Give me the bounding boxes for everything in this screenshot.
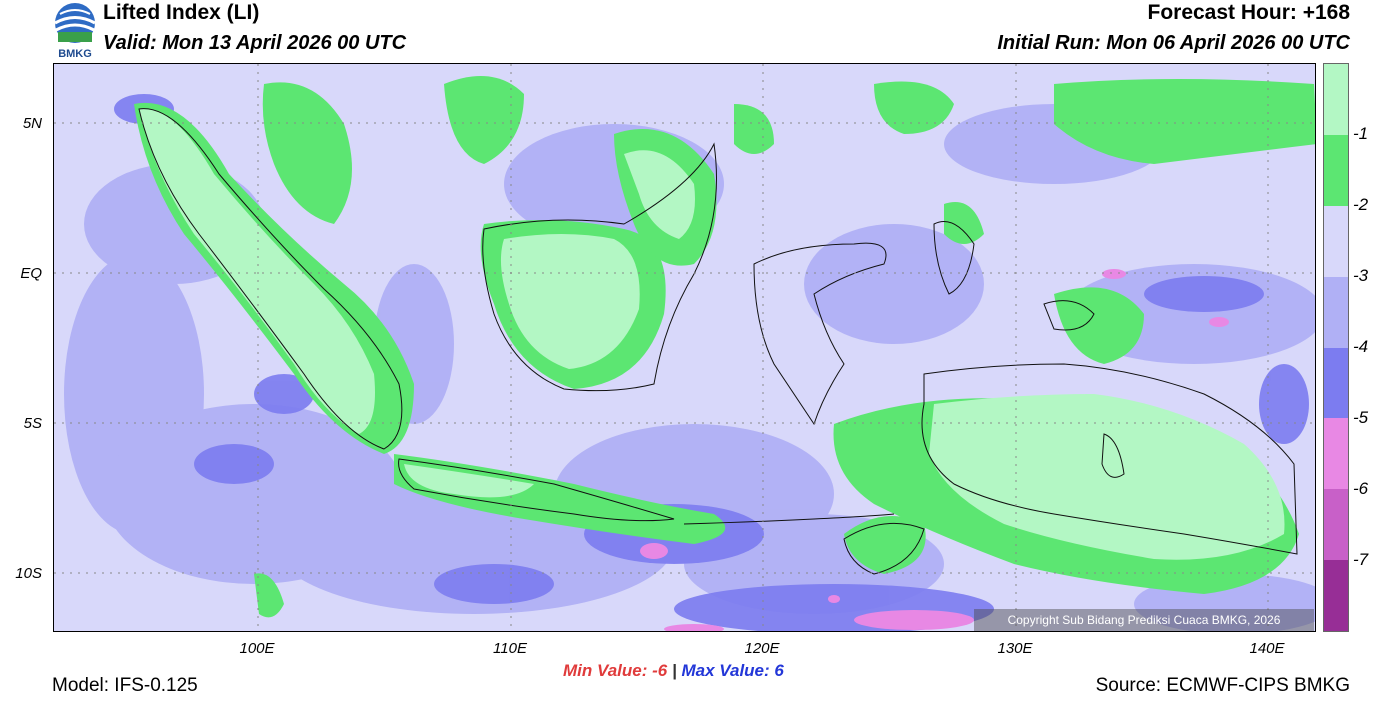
colorbar-label: -1	[1353, 124, 1369, 143]
lon-label-100e: 100E	[239, 640, 275, 657]
forecast-hour: Forecast Hour: +168	[1147, 1, 1351, 24]
lon-label-110e: 110E	[493, 640, 527, 657]
colorbar-swatch	[1324, 205, 1348, 277]
colorbar-label: -7	[1353, 550, 1369, 569]
model-name: Model: IFS-0.125	[52, 675, 198, 696]
colorbar-label: -6	[1353, 479, 1369, 498]
colorbar-label: -5	[1353, 408, 1369, 427]
logo-text: BMKG	[58, 48, 92, 60]
chart-title: Lifted Index (LI)	[103, 1, 260, 24]
colorbar-label: -2	[1353, 195, 1369, 214]
lat-label-5s: 5S	[23, 415, 42, 432]
colorbar	[1323, 63, 1349, 632]
lat-label-10s: 10S	[15, 565, 42, 582]
colorbar-swatch	[1324, 64, 1348, 135]
lifted-index-map	[53, 63, 1316, 632]
map-canvas	[54, 64, 1315, 631]
min-label: Min Value:	[563, 661, 648, 680]
colorbar-swatch	[1324, 276, 1348, 348]
min-max-values: Min Value: -6 | Max Value: 6	[563, 661, 784, 681]
min-value: -6	[652, 661, 668, 680]
max-value: 6	[774, 661, 784, 680]
colorbar-swatch	[1324, 560, 1348, 632]
colorbar-swatch	[1324, 489, 1348, 561]
source-name: Source: ECMWF-CIPS BMKG	[1095, 675, 1350, 696]
lon-label-120e: 120E	[744, 640, 780, 657]
lon-label-140e: 140E	[1249, 640, 1285, 657]
bmkg-logo: BMKG	[50, 2, 100, 60]
lat-label-eq: EQ	[20, 265, 42, 282]
colorbar-swatch	[1324, 347, 1348, 419]
lon-label-130e: 130E	[997, 640, 1033, 657]
colorbar-swatch	[1324, 134, 1348, 206]
max-label: Max Value:	[681, 661, 770, 680]
lat-label-5n: 5N	[22, 115, 42, 132]
copyright-note: Copyright Sub Bidang Prediksi Cuaca BMKG…	[974, 609, 1314, 631]
initial-run: Initial Run: Mon 06 April 2026 00 UTC	[997, 32, 1350, 54]
colorbar-label: -4	[1353, 337, 1369, 356]
colorbar-label: -3	[1353, 266, 1369, 285]
colorbar-swatch	[1324, 418, 1348, 490]
valid-time: Valid: Mon 13 April 2026 00 UTC	[103, 32, 407, 54]
separator: |	[671, 661, 677, 680]
